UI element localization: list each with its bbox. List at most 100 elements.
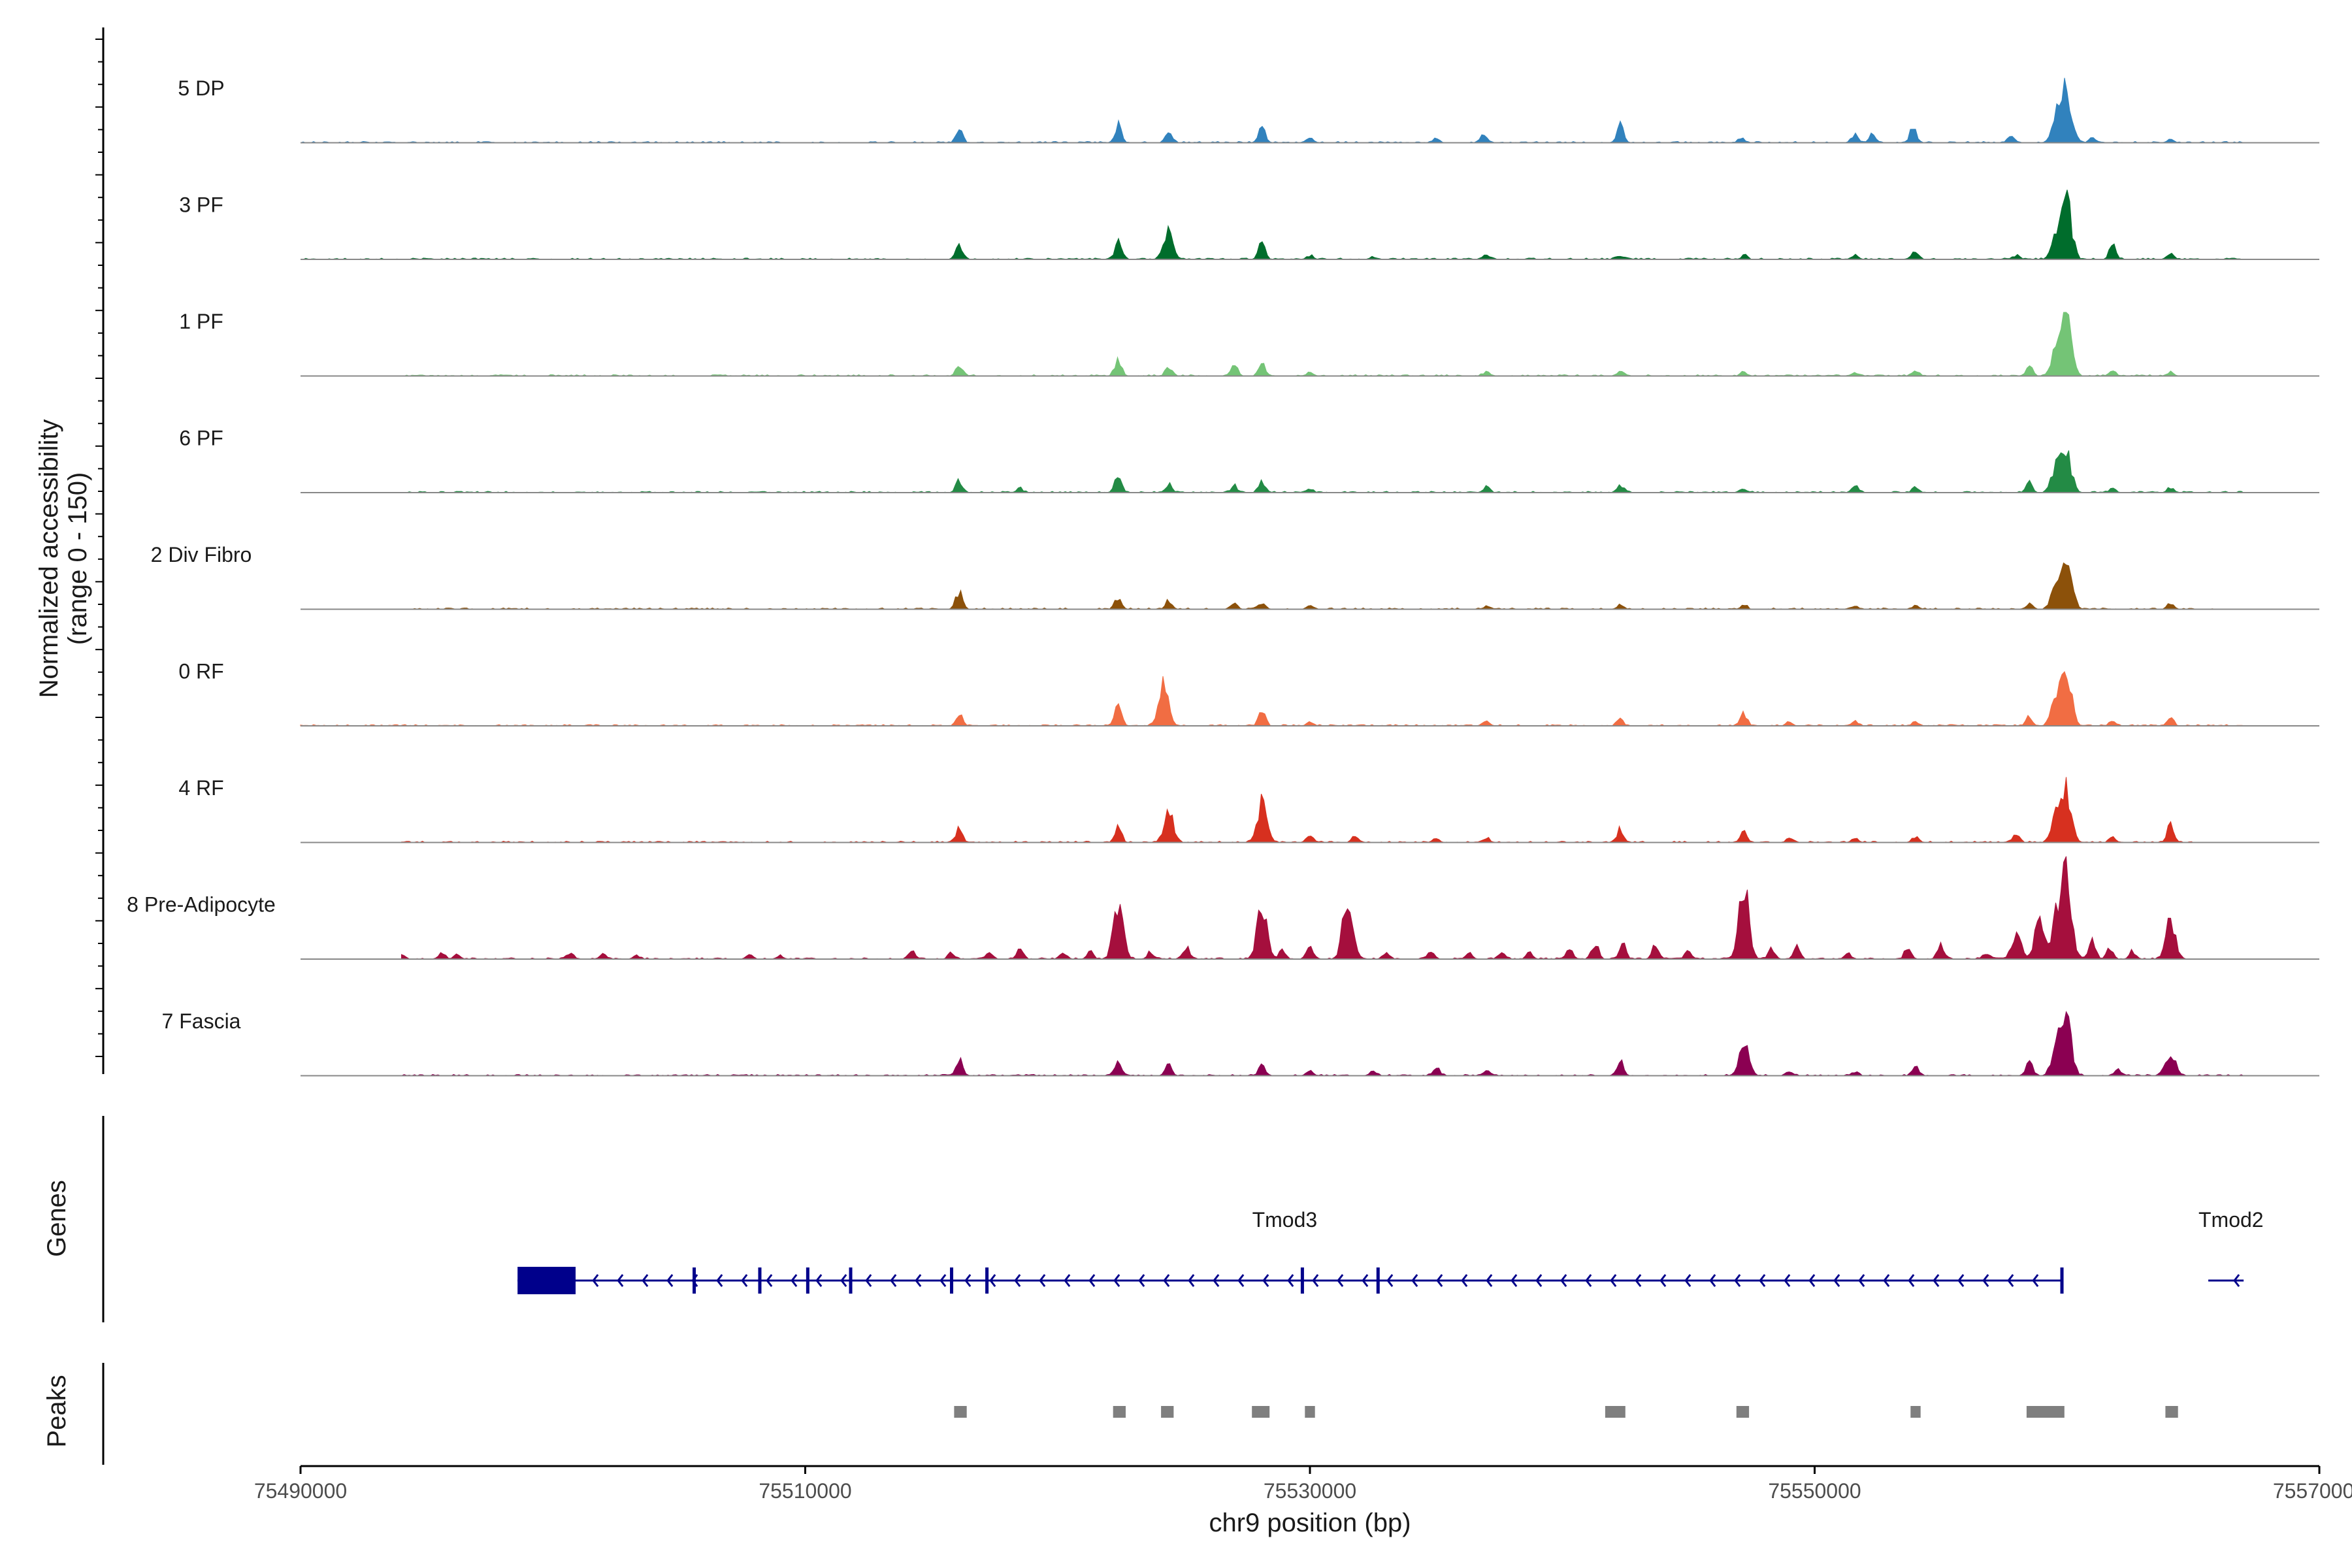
strand-arrow <box>1138 1274 1145 1287</box>
strand-arrow <box>1237 1274 1245 1287</box>
strand-arrow <box>1858 1274 1865 1287</box>
strand-arrow <box>1684 1274 1691 1287</box>
peak-region <box>1113 1406 1126 1418</box>
strand-arrow <box>1511 1274 1518 1287</box>
strand-arrow <box>2032 1274 2039 1287</box>
strand-arrow <box>1312 1274 1319 1287</box>
strand-arrow <box>1759 1274 1766 1287</box>
peak-region <box>1161 1406 1174 1418</box>
gene-label: Tmod2 <box>2198 1208 2264 1232</box>
track-label: 0 RF <box>178 660 223 683</box>
x-tick-label: 75510000 <box>759 1479 851 1503</box>
strand-arrow <box>1883 1274 1890 1287</box>
strand-arrow <box>1461 1274 1468 1287</box>
strand-arrow <box>2233 1274 2240 1287</box>
strand-arrow <box>939 1274 947 1287</box>
track-label: 6 PF <box>179 427 223 450</box>
track-4-rf: 4 RF <box>178 776 2319 843</box>
y-axis-title: Normalized accessibility (range 0 - 150) <box>35 419 92 698</box>
track-label: 4 RF <box>178 776 223 800</box>
strand-arrow <box>2007 1274 2014 1287</box>
peaks-panel-title: Peaks <box>42 1375 71 1447</box>
strand-arrow <box>1113 1274 1120 1287</box>
peaks-layer <box>954 1406 2178 1418</box>
strand-arrow <box>791 1274 798 1287</box>
axes-layer: 75490000 75510000 75530000 75550000 75570000 <box>95 27 2352 1503</box>
strand-arrow <box>1635 1274 1642 1287</box>
strand-arrow <box>1213 1274 1220 1287</box>
peak-region <box>2165 1406 2178 1418</box>
strand-arrow <box>815 1274 823 1287</box>
strand-arrow <box>1486 1274 1493 1287</box>
gene-tmod3: Tmod3 <box>517 1208 2064 1294</box>
strand-arrow <box>1362 1274 1369 1287</box>
strand-arrow <box>1933 1274 1940 1287</box>
strand-arrow <box>1411 1274 1418 1287</box>
gene-label: Tmod3 <box>1252 1208 1318 1232</box>
strand-arrow <box>1014 1274 1021 1287</box>
strand-arrow <box>617 1274 624 1287</box>
strand-arrow <box>741 1274 748 1287</box>
strand-arrow <box>1535 1274 1543 1287</box>
track-label: 7 Fascia <box>162 1009 241 1033</box>
track-label: 2 Div Fibro <box>151 543 252 566</box>
peak-region <box>2026 1406 2065 1418</box>
strand-arrow <box>1287 1274 1294 1287</box>
strand-arrow <box>1163 1274 1170 1287</box>
strand-arrow <box>840 1274 847 1287</box>
strand-arrow <box>1734 1274 1741 1287</box>
peak-region <box>1910 1406 1921 1418</box>
y-axis-title-line2: (range 0 - 150) <box>63 472 92 645</box>
strand-arrow <box>1039 1274 1046 1287</box>
track-5-dp: 5 DP <box>178 76 2319 144</box>
strand-arrow <box>1337 1274 1344 1287</box>
x-axis-title: chr9 position (bp) <box>1209 1509 1411 1537</box>
strand-arrow <box>1386 1274 1394 1287</box>
x-tick-label: 75570000 <box>2273 1479 2352 1503</box>
strand-arrow <box>915 1274 922 1287</box>
strand-arrow <box>1610 1274 1617 1287</box>
genes-layer: Tmod3 Tmod2 <box>517 1208 2264 1294</box>
track-label: 1 PF <box>179 310 223 333</box>
y-axis-title-line1: Normalized accessibility <box>35 419 63 698</box>
strand-arrow <box>1709 1274 1716 1287</box>
strand-arrow <box>642 1274 649 1287</box>
strand-arrow <box>1188 1274 1195 1287</box>
track-6-pf: 6 PF <box>179 427 2319 493</box>
tracks-layer: 5 DP 3 PF 1 PF 6 PF 2 Div Fibro 0 RF 4 RF 8 Pre… <box>127 76 2319 1077</box>
strand-arrow <box>666 1274 674 1287</box>
track-3-pf: 3 PF <box>179 189 2319 260</box>
peak-region <box>954 1406 967 1418</box>
strand-arrow <box>1560 1274 1567 1287</box>
strand-arrow <box>890 1274 897 1287</box>
gene-tmod2: Tmod2 <box>2198 1208 2264 1287</box>
strand-arrow <box>1659 1274 1667 1287</box>
strand-arrow <box>766 1274 773 1287</box>
strand-arrow <box>865 1274 872 1287</box>
strand-arrow <box>592 1274 599 1287</box>
gene-utr-block <box>517 1267 576 1294</box>
strand-arrow <box>1436 1274 1443 1287</box>
track-label: 8 Pre-Adipocyte <box>127 893 276 917</box>
strand-arrow <box>716 1274 723 1287</box>
strand-arrow <box>1088 1274 1096 1287</box>
strand-arrow <box>1908 1274 1915 1287</box>
strand-arrow <box>989 1274 996 1287</box>
x-tick-label: 75530000 <box>1264 1479 1356 1503</box>
strand-arrow <box>1808 1274 1816 1287</box>
strand-arrow <box>1957 1274 1965 1287</box>
peak-region <box>1305 1406 1315 1418</box>
genes-panel-title: Genes <box>42 1180 71 1257</box>
track-8-pre-adipocyte: 8 Pre-Adipocyte <box>127 856 2319 960</box>
strand-arrow <box>1833 1274 1840 1287</box>
x-tick-label: 75490000 <box>254 1479 347 1503</box>
track-label: 3 PF <box>179 193 223 217</box>
strand-arrow <box>964 1274 972 1287</box>
peak-region <box>1736 1406 1750 1418</box>
peak-region <box>1252 1406 1270 1418</box>
track-7-fascia: 7 Fascia <box>162 1009 2319 1077</box>
strand-arrow <box>1982 1274 1989 1287</box>
strand-arrow <box>1064 1274 1071 1287</box>
